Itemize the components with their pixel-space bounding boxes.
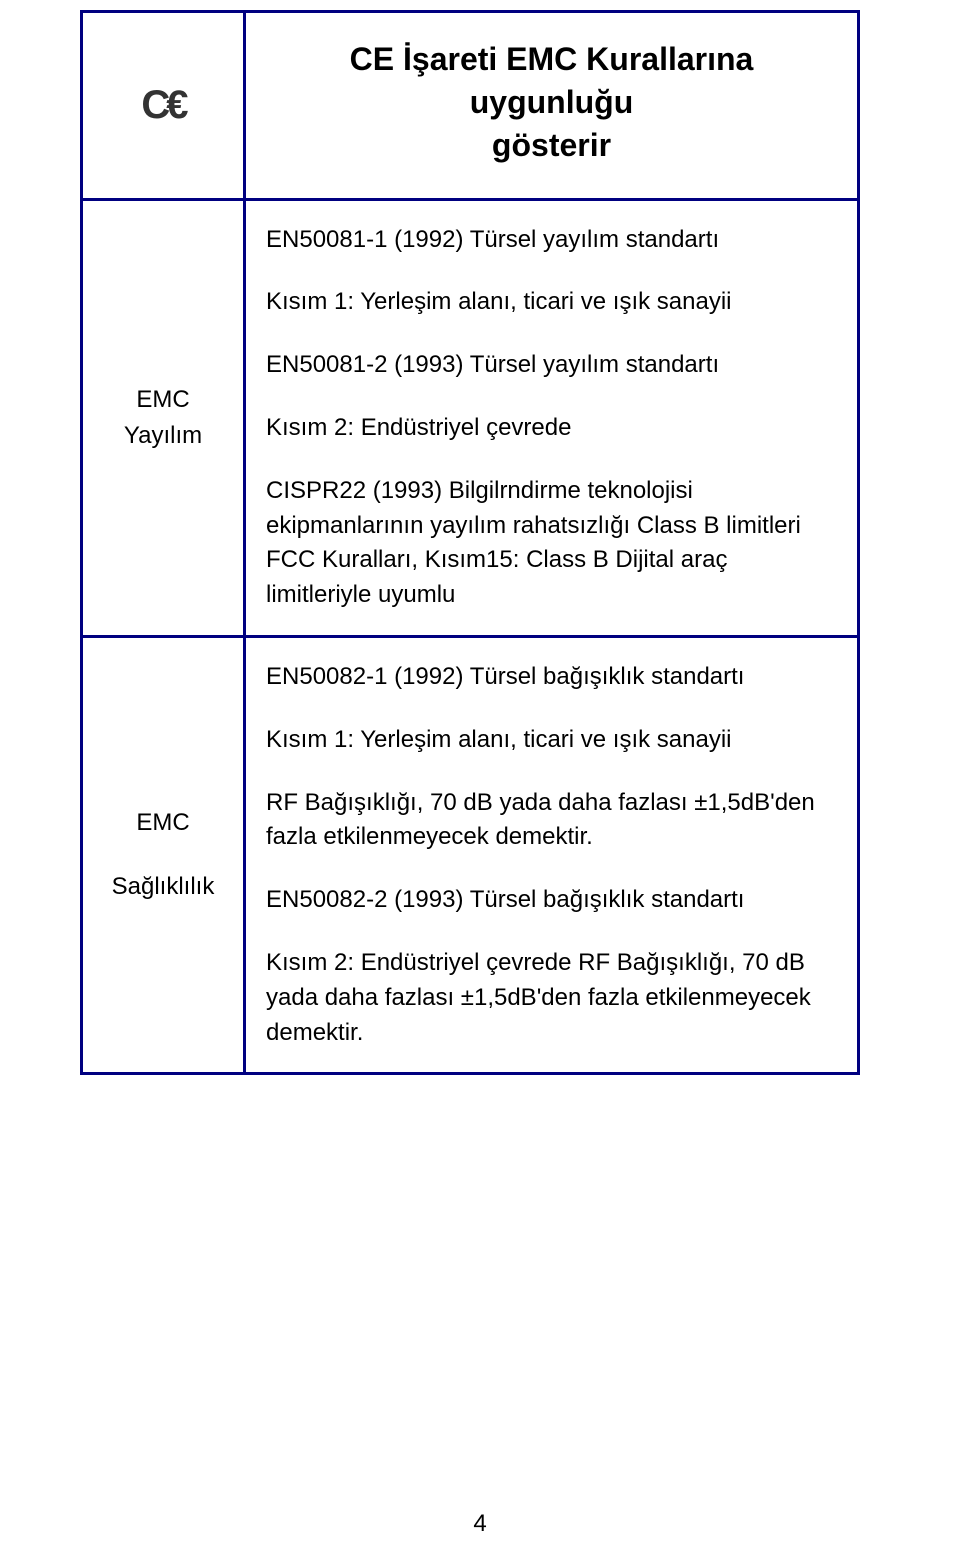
emission-label-cell: EMC Yayılım	[82, 199, 245, 636]
immunity-label-1: EMC	[93, 805, 233, 841]
emission-p2: Kısım 1: Yerleşim alanı, ticari ve ışık …	[266, 285, 837, 320]
immunity-p3: RF Bağışıklığı, 70 dB yada daha fazlası …	[266, 786, 837, 856]
emission-p3: EN50081-2 (1993) Türsel yayılım standart…	[266, 348, 837, 383]
title-line1: CE İşareti EMC Kurallarına uygunluğu	[266, 38, 837, 124]
compliance-table: C€ CE İşareti EMC Kurallarına uygunluğu …	[80, 10, 860, 1075]
immunity-body: EN50082-1 (1992) Türsel bağışıklık stand…	[245, 636, 859, 1073]
page-number: 4	[0, 1510, 960, 1538]
header-row: C€ CE İşareti EMC Kurallarına uygunluğu …	[82, 12, 859, 200]
emission-p1: EN50081-1 (1992) Türsel yayılım standart…	[266, 223, 837, 258]
immunity-p1: EN50082-1 (1992) Türsel bağışıklık stand…	[266, 660, 837, 695]
ce-mark-cell: C€	[82, 12, 245, 200]
ce-mark-icon: C€	[141, 83, 184, 127]
title-cell: CE İşareti EMC Kurallarına uygunluğu gös…	[245, 12, 859, 200]
title-line2: gösterir	[266, 124, 837, 167]
emission-body: EN50081-1 (1992) Türsel yayılım standart…	[245, 199, 859, 636]
emission-label-1: EMC	[93, 382, 233, 418]
emission-label-2: Yayılım	[93, 418, 233, 454]
immunity-label-cell: EMC Sağlıklılık	[82, 636, 245, 1073]
emission-row: EMC Yayılım EN50081-1 (1992) Türsel yayı…	[82, 199, 859, 636]
emission-p5: CISPR22 (1993) Bilgilrndirme teknolojisi…	[266, 474, 837, 613]
immunity-p4: EN50082-2 (1993) Türsel bağışıklık stand…	[266, 883, 837, 918]
emission-p4: Kısım 2: Endüstriyel çevrede	[266, 411, 837, 446]
immunity-row: EMC Sağlıklılık EN50082-1 (1992) Türsel …	[82, 636, 859, 1073]
immunity-p5: Kısım 2: Endüstriyel çevrede RF Bağışıkl…	[266, 946, 837, 1050]
immunity-label-2: Sağlıklılık	[93, 869, 233, 905]
immunity-p2: Kısım 1: Yerleşim alanı, ticari ve ışık …	[266, 723, 837, 758]
